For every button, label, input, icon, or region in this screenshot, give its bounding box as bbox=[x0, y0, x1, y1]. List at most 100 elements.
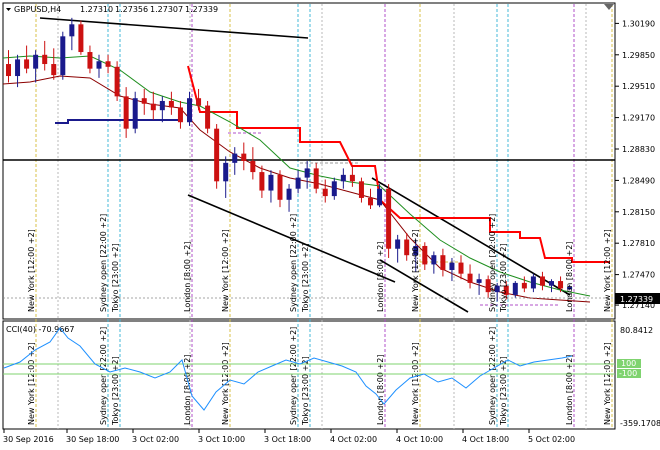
time-label: 5 Oct 02:00 bbox=[528, 435, 575, 444]
candle-bull bbox=[530, 276, 536, 289]
session-label: New York [12:00 +2] bbox=[411, 229, 420, 312]
session-label: New York [12:00 +2] bbox=[603, 342, 612, 425]
price-label: 1.27140 bbox=[622, 301, 655, 310]
current-price-label: 1.27339 bbox=[620, 295, 653, 304]
candle-bear bbox=[349, 174, 355, 182]
open-value: 1.27310 bbox=[80, 5, 113, 14]
candle-bull bbox=[431, 255, 437, 265]
session-label: Tokyo [23:00 +2] bbox=[499, 356, 508, 426]
candle-bear bbox=[539, 276, 545, 286]
session-label: London [8:00 +2] bbox=[376, 355, 385, 425]
price-panel[interactable] bbox=[2, 2, 616, 320]
session-label: Tokyo [23:00 +2] bbox=[111, 243, 120, 313]
cci-axis-top: 80.8412 bbox=[620, 326, 653, 335]
candle-bull bbox=[494, 285, 500, 293]
time-label: 30 Sep 2016 bbox=[3, 435, 54, 444]
candle-bear bbox=[214, 128, 220, 182]
price-axis: 1.30190 1.29850 1.29510 1.29170 1.28830 1.284… bbox=[615, 19, 655, 310]
candle-bull bbox=[187, 98, 192, 123]
trend-lines[interactable] bbox=[39, 17, 571, 313]
cci-level-plus-tag: 100 bbox=[621, 359, 636, 368]
time-label: 30 Sep 18:00 bbox=[66, 435, 119, 444]
candle-bear bbox=[322, 188, 328, 197]
candle-bear bbox=[250, 161, 256, 173]
candle-bear bbox=[6, 64, 11, 77]
session-label: Sydney open [22:00 +2] bbox=[289, 327, 298, 425]
trendline-channel-bottom[interactable] bbox=[379, 259, 469, 313]
candle-bull bbox=[60, 36, 66, 76]
candle-bull bbox=[69, 24, 75, 37]
candle-bull bbox=[295, 177, 301, 189]
price-label: 1.29510 bbox=[622, 82, 655, 91]
time-label: 4 Oct 02:00 bbox=[330, 435, 377, 444]
candle-bear bbox=[123, 96, 129, 129]
session-label: New York [12:00 +2] bbox=[603, 229, 612, 312]
candle-bull bbox=[286, 188, 292, 200]
session-label: Tokyo [23:00 +2] bbox=[111, 356, 120, 426]
candle-bear bbox=[440, 255, 446, 270]
trendline-upper-left[interactable] bbox=[39, 17, 309, 39]
candle-bear bbox=[51, 64, 57, 76]
session-label: London [8:00 +2] bbox=[183, 242, 192, 312]
candle-bear bbox=[313, 168, 319, 189]
candle-bear bbox=[521, 282, 527, 289]
symbol-label: GBPUSD,H4 bbox=[14, 5, 61, 14]
dropdown-triangle-icon[interactable] bbox=[6, 8, 11, 11]
chart-shift-marker-icon[interactable] bbox=[604, 4, 614, 10]
candle-bull bbox=[132, 98, 138, 129]
price-label: 1.29170 bbox=[622, 114, 655, 123]
candle-bear bbox=[87, 52, 93, 69]
cci-axis-bottom: -359.1708 bbox=[620, 419, 660, 428]
candle-bull bbox=[449, 262, 455, 270]
candle-bull bbox=[232, 153, 238, 163]
candle-bull bbox=[159, 100, 165, 111]
trendline-lower-channel[interactable] bbox=[187, 194, 396, 283]
candle-bear bbox=[485, 279, 491, 293]
candle-bull bbox=[340, 174, 346, 182]
session-label: Sydney open [22:00 +2] bbox=[289, 214, 298, 312]
candle-bear bbox=[105, 61, 111, 67]
candle-bear bbox=[277, 174, 283, 200]
candle-bull bbox=[96, 61, 102, 69]
candle-bull bbox=[549, 281, 554, 286]
time-label: 3 Oct 10:00 bbox=[198, 435, 245, 444]
candle-bull bbox=[331, 181, 337, 197]
price-label: 1.27810 bbox=[622, 239, 655, 248]
cci-line bbox=[3, 327, 573, 411]
candle-bull bbox=[377, 188, 383, 206]
time-label: 4 Oct 18:00 bbox=[462, 435, 509, 444]
cci-panel[interactable] bbox=[2, 320, 616, 430]
candle-bear bbox=[196, 98, 202, 106]
symbol-header: GBPUSD,H4 1.27310 1.27356 1.27307 1.2733… bbox=[6, 5, 218, 14]
price-label: 1.29850 bbox=[622, 51, 655, 60]
session-lines bbox=[35, 4, 613, 429]
candle-bear bbox=[241, 153, 247, 161]
time-axis: 30 Sep 2016 30 Sep 18:00 3 Oct 02:00 3 Oct … bbox=[3, 429, 575, 444]
session-label: Sydney open [22:00 +2] bbox=[488, 214, 497, 312]
candle-bear bbox=[404, 239, 410, 256]
candle-bull bbox=[413, 245, 419, 256]
session-label: Tokyo [23:00 +2] bbox=[301, 243, 310, 313]
close-value: 1.27339 bbox=[185, 5, 218, 14]
session-label: Tokyo [23:00 +2] bbox=[301, 356, 310, 426]
candle-bear bbox=[168, 100, 174, 108]
session-label: Sydney open [22:00 +2] bbox=[99, 214, 108, 312]
candle-bull bbox=[476, 279, 482, 283]
candle-bear bbox=[358, 181, 364, 198]
candle-bear bbox=[42, 54, 48, 65]
cci-level-minus-tag: -100 bbox=[619, 369, 637, 378]
session-label: New York [12:00 +2] bbox=[27, 229, 36, 312]
session-label: London [8:00 +2] bbox=[565, 355, 574, 425]
time-label: 4 Oct 10:00 bbox=[396, 435, 443, 444]
candle-bear bbox=[177, 107, 183, 123]
candle-bull bbox=[567, 286, 573, 290]
session-label: New York [12:00 +2] bbox=[411, 342, 420, 425]
session-label: London [8:00 +2] bbox=[565, 242, 574, 312]
candles-group bbox=[6, 17, 573, 302]
candle-bull bbox=[304, 168, 310, 178]
price-label: 1.28830 bbox=[622, 145, 655, 154]
candle-bear bbox=[114, 66, 120, 97]
trendline-channel-top[interactable] bbox=[371, 177, 571, 296]
current-price-tag: 1.27339 bbox=[615, 293, 660, 304]
